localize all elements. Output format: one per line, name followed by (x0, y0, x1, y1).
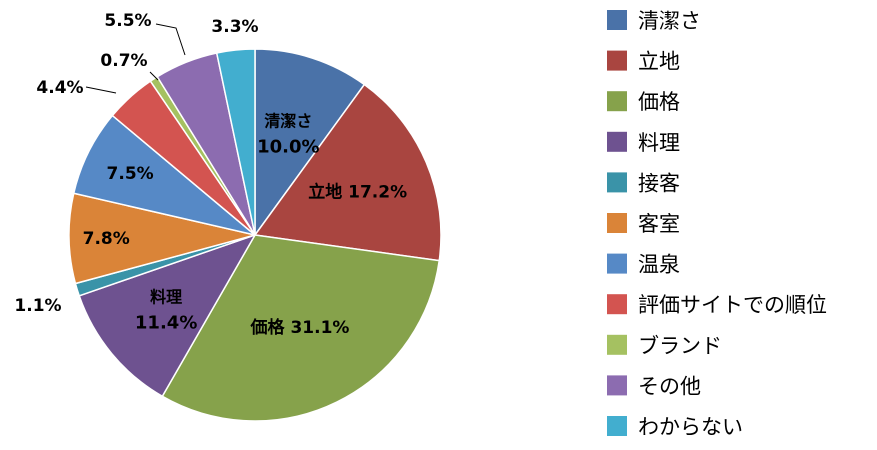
slice-10 (215, 48, 256, 236)
legend-label-6: 温泉 (638, 253, 680, 277)
legend-swatch-10 (607, 416, 627, 436)
slice-2 (161, 234, 441, 422)
slice-label-5: 7.8% (83, 229, 130, 249)
slice-label-category-3: 料理 (150, 288, 182, 307)
slice-5 (68, 192, 256, 285)
legend-label-2: 価格 (638, 90, 680, 114)
slice-label-9: 5.5% (104, 11, 151, 31)
legend-label-4: 接客 (638, 171, 680, 195)
slice-label-value-3: 11.4% (135, 313, 197, 334)
slice-label-4: 1.1% (14, 296, 61, 316)
slice-label-value-0: 10.0% (257, 136, 319, 157)
slice-label-6: 7.5% (107, 164, 154, 184)
slice-label-10: 3.3% (211, 17, 258, 37)
legend-swatch-1 (607, 50, 627, 71)
slice-label-1: 立地 17.2% (308, 181, 407, 202)
legend-swatch-3 (607, 131, 627, 152)
slice-1 (253, 83, 442, 262)
slice-label-8: 0.7% (100, 51, 147, 71)
pie-slices (68, 48, 442, 422)
legend-label-5: 客室 (638, 212, 680, 236)
legend-label-1: 立地 (638, 50, 680, 74)
legend-swatch-7 (607, 294, 627, 315)
leader-line-8 (149, 71, 159, 81)
data-labels: 清潔さ 10.0% 立地 17.2% 価格 31.1% 料理 11.4% 1.1% 7.8% 7… (14, 11, 407, 338)
legend-label-7: 評価サイトでの順位 (638, 293, 827, 317)
legend-swatch-9 (607, 375, 627, 396)
legend-label-9: その他 (638, 374, 701, 398)
legend-swatch-2 (607, 91, 627, 112)
legend-label-10: わからない (638, 415, 743, 439)
leader-line-7 (85, 86, 117, 94)
slice-0 (254, 48, 366, 238)
slice-label-7: 4.4% (36, 78, 83, 98)
slice-label-category-0: 清潔さ (264, 111, 312, 130)
leader-line-9 (155, 23, 186, 56)
leader-lines (85, 23, 186, 94)
legend-swatch-0 (607, 10, 627, 30)
slice-3 (78, 233, 257, 398)
legend-swatch-8 (607, 334, 627, 355)
legend-swatch-6 (607, 253, 627, 274)
legend-label-8: ブランド (638, 334, 722, 358)
legend-swatch-5 (607, 213, 627, 233)
legend-swatch-4 (607, 172, 627, 193)
legend-label-0: 清潔さ (638, 9, 701, 33)
legend-label-3: 料理 (638, 131, 680, 155)
slice-label-2: 価格 31.1% (250, 317, 350, 338)
